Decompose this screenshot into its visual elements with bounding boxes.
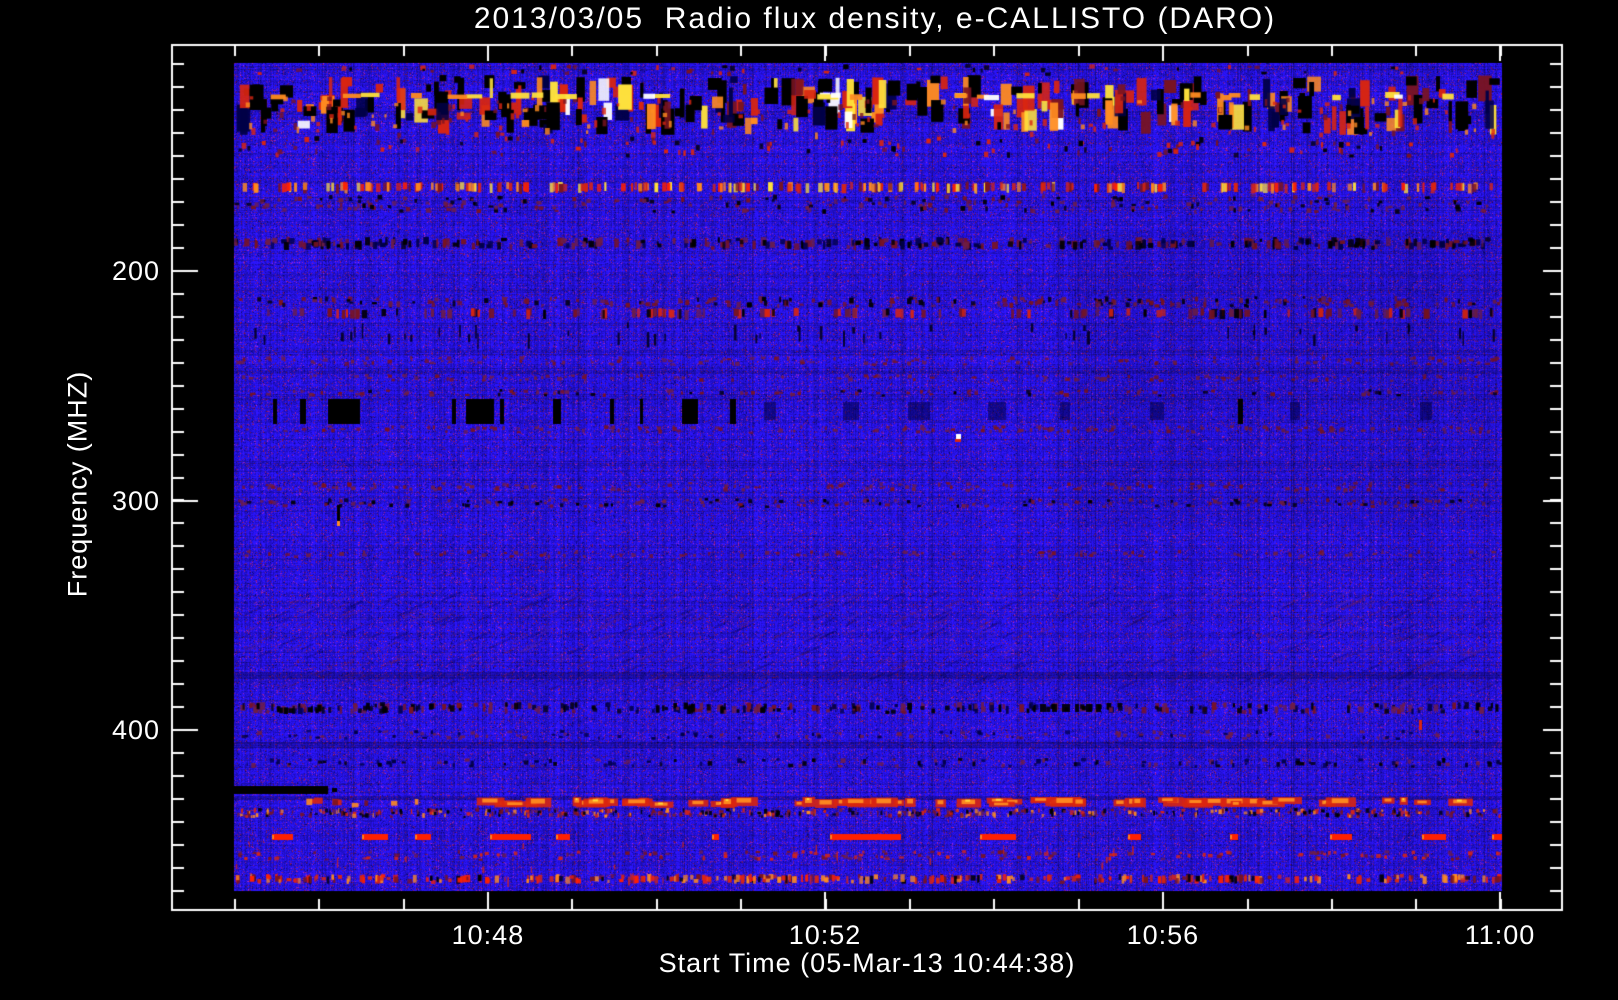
y-tick-label: 300 [111,485,160,516]
x-tick-label: 11:00 [1464,920,1536,950]
y-tick-label: 400 [111,715,160,745]
y-axis-title: Frequency (MHZ) [62,370,93,598]
plot-title: 2013/03/05 Radio flux density, e-CALLIST… [473,2,1277,35]
x-axis-title: Start Time (05-Mar-13 10:44:38) [658,948,1076,978]
x-tick-label: 10:52 [788,920,862,950]
x-tick-label: 10:48 [451,920,525,950]
y-tick-label: 200 [111,255,160,286]
x-tick-label: 10:56 [1126,920,1200,950]
